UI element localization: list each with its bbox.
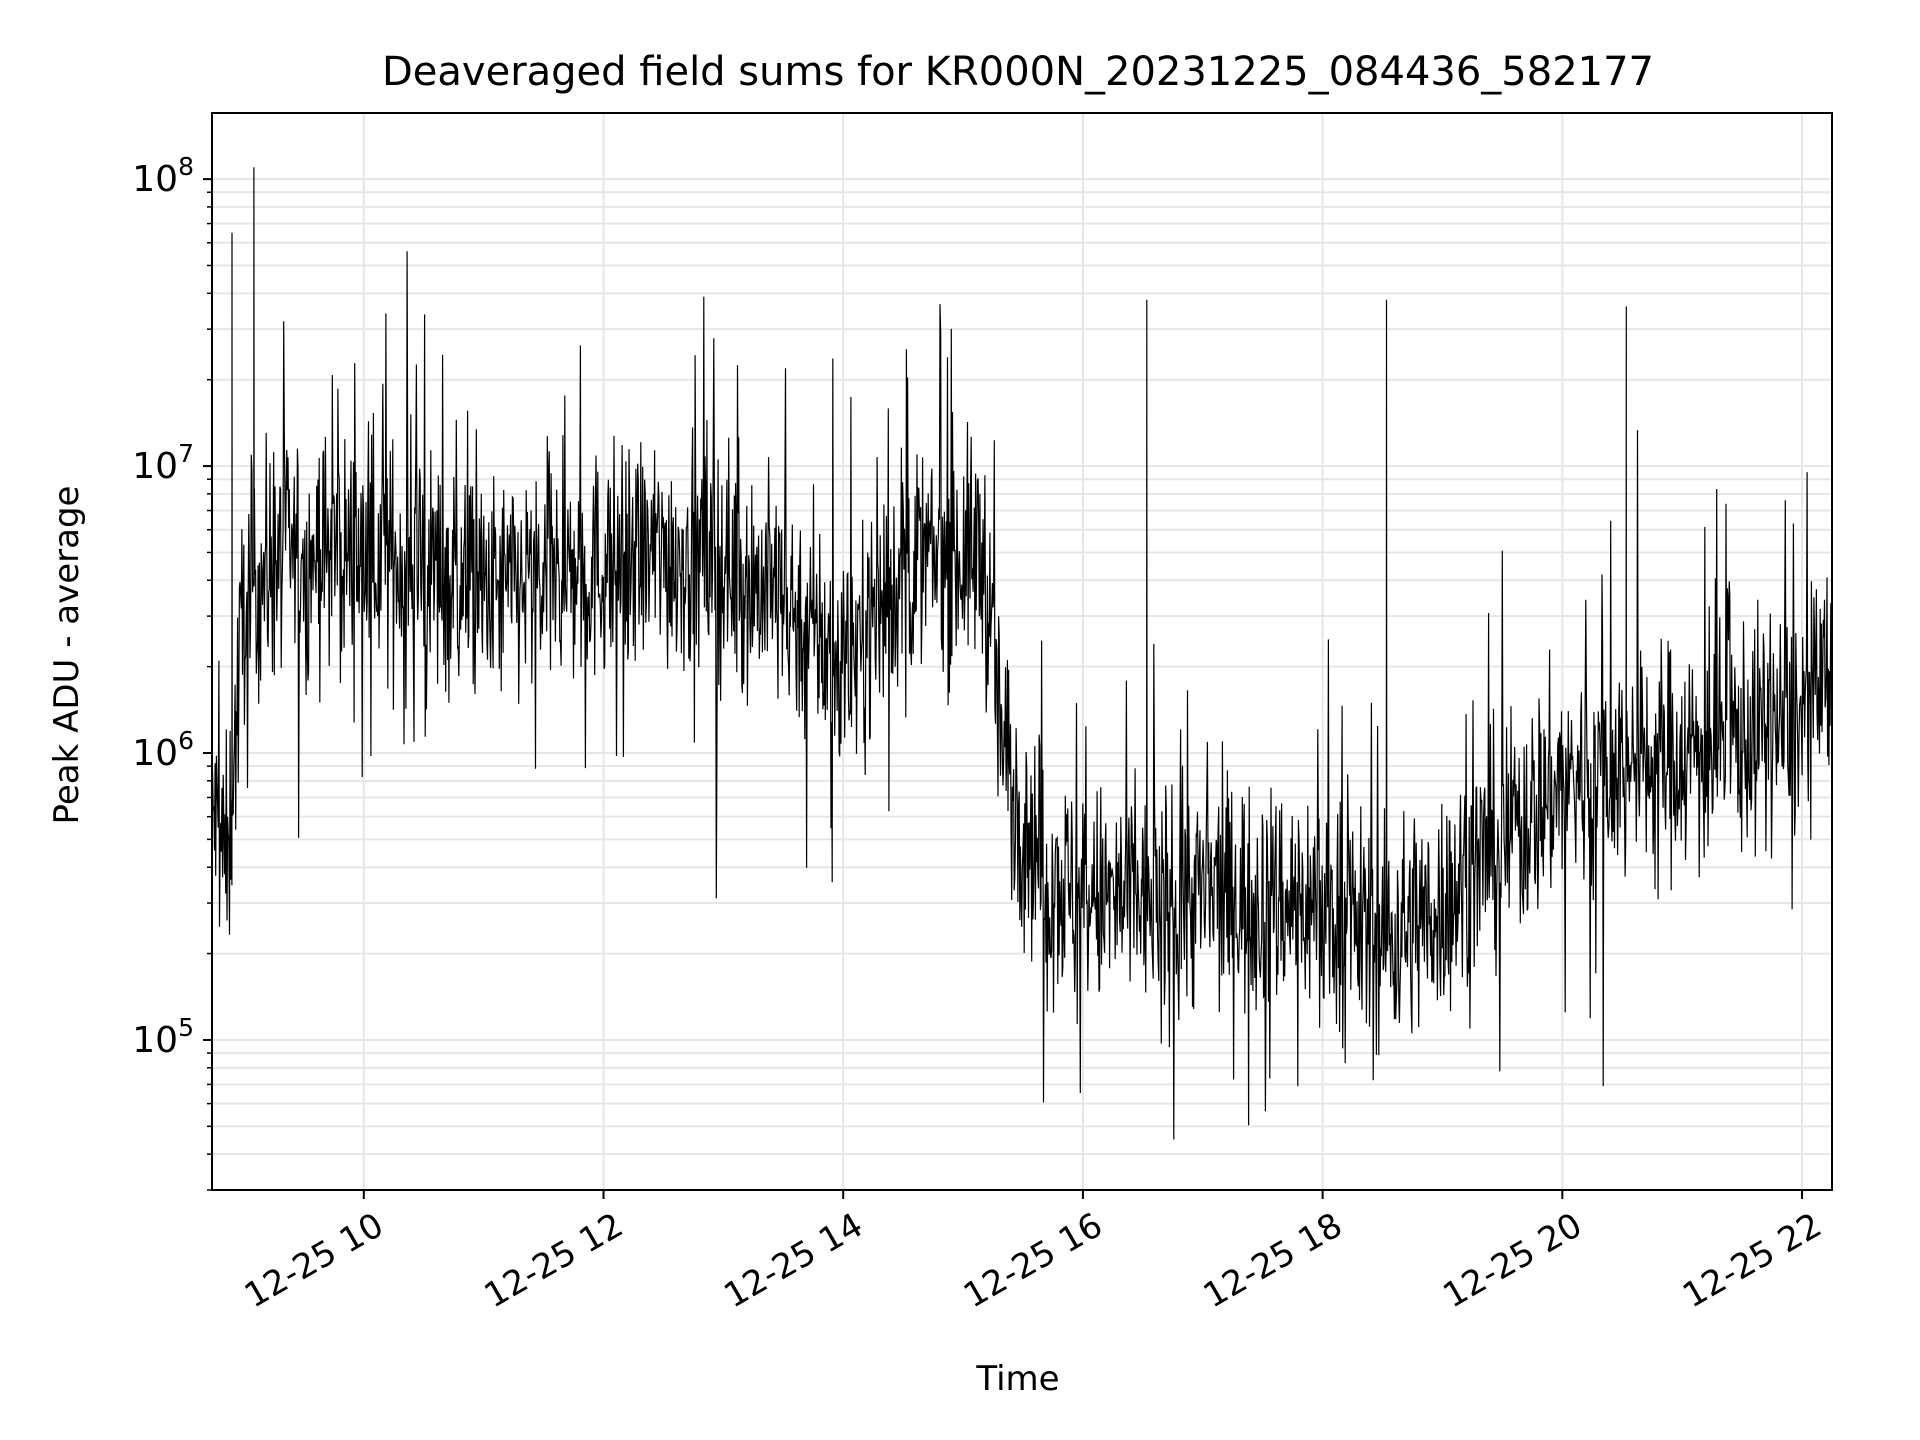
series-line (211, 167, 1833, 1140)
y-tick-label: 108 (132, 152, 194, 200)
series-path (211, 167, 1833, 1140)
y-axis-label: Peak ADU - average (47, 486, 87, 825)
plot-frame (211, 112, 1833, 1191)
chart-title: Deaveraged field sums for KR000N_2023122… (382, 49, 1654, 95)
x-axis-label: Time (975, 1359, 1059, 1399)
